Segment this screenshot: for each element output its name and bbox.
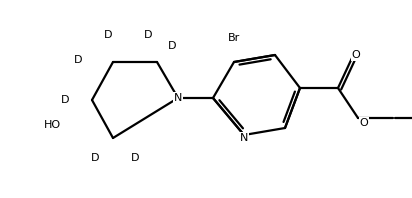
Text: D: D xyxy=(131,153,139,163)
Text: N: N xyxy=(240,133,248,143)
Text: O: O xyxy=(351,50,360,60)
Text: D: D xyxy=(144,30,152,40)
Text: O: O xyxy=(360,118,368,128)
Text: D: D xyxy=(91,153,99,163)
Text: D: D xyxy=(104,30,112,40)
Text: N: N xyxy=(174,93,182,103)
Text: Br: Br xyxy=(228,33,240,43)
Text: HO: HO xyxy=(43,120,61,130)
Text: D: D xyxy=(61,95,69,105)
Text: D: D xyxy=(168,41,176,51)
Text: D: D xyxy=(74,55,82,65)
